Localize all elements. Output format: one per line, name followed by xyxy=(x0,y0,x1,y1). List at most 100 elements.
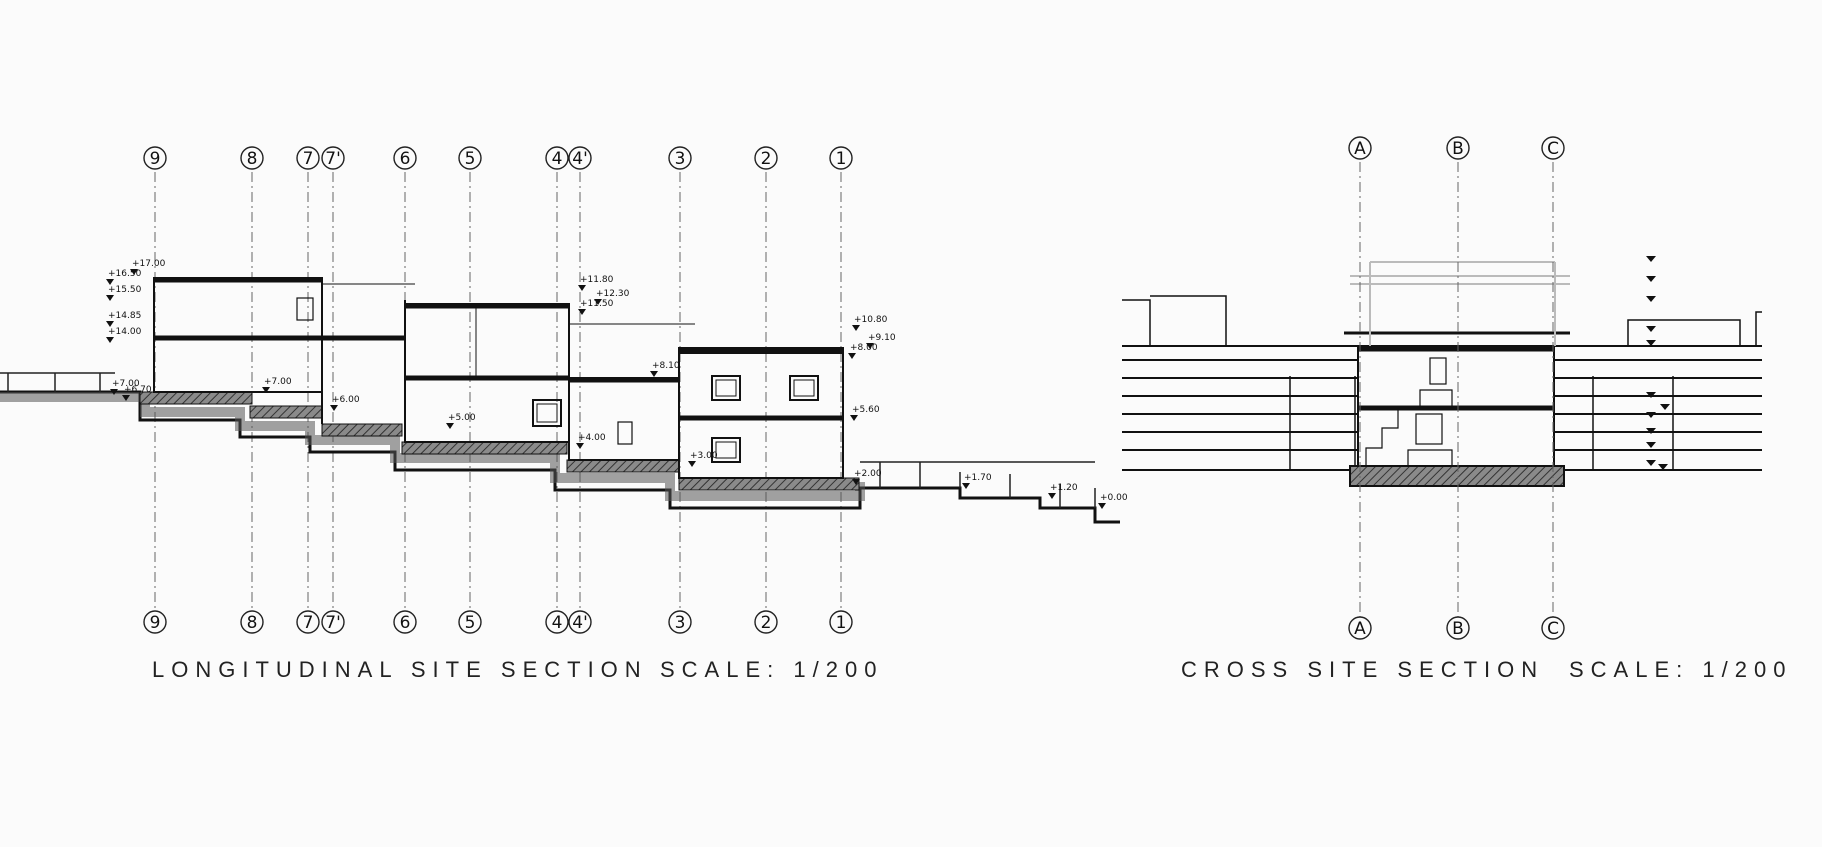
axis-bubble-bottom-label: 7 xyxy=(303,613,314,633)
axis-bubble-bottom-label: 4 xyxy=(552,613,563,633)
longitudinal-grid-axes xyxy=(154,172,842,610)
level-marker-label: +15.50 xyxy=(108,285,142,295)
level-marker-triangle xyxy=(850,415,858,421)
level-marker-label: +11.80 xyxy=(580,275,614,285)
axis-bubble-bottom: 4' xyxy=(568,610,592,634)
level-marker-label: +16.50 xyxy=(108,269,142,279)
level-marker-label: +10.80 xyxy=(854,315,888,325)
axis-bubble-bottom: 7 xyxy=(296,610,320,634)
level-marker-triangle xyxy=(110,389,118,395)
level-marker-label: +9.10 xyxy=(868,333,896,343)
longitudinal-section-title: LONGITUDINAL SITE SECTION xyxy=(152,657,648,682)
axis-bubble-top: A xyxy=(1348,136,1372,160)
level-marker-triangle xyxy=(122,395,130,401)
axis-bubble-top: 4 xyxy=(545,146,569,170)
level-marker-triangle xyxy=(330,405,338,411)
level-marker-label: +4.00 xyxy=(578,433,606,443)
axis-bubble-top: C xyxy=(1541,136,1565,160)
cross-fence-posts xyxy=(1289,376,1674,470)
axis-bubble-top-label: 6 xyxy=(400,149,411,169)
level-marker-label: +1.20 xyxy=(1050,483,1078,493)
cross-level-markers xyxy=(1646,256,1670,470)
axis-bubble-bottom: 6 xyxy=(393,610,417,634)
axis-bubble-bottom: 8 xyxy=(240,610,264,634)
longitudinal-axis-bubbles: 9 9 8 8 7 7 7' 7' 6 6 5 5 4 4 4' 4' 3 3 2 2 1 1 xyxy=(143,146,853,634)
axis-bubble-top-label: 7 xyxy=(303,149,314,169)
axis-bubble-top: 2 xyxy=(754,146,778,170)
cross-section: A A B B C C xyxy=(1122,136,1762,640)
axis-bubble-bottom-label: 8 xyxy=(247,613,258,633)
axis-bubble-top-label: 9 xyxy=(150,149,161,169)
axis-bubble-bottom-label: A xyxy=(1354,619,1366,639)
axis-bubble-bottom: 5 xyxy=(458,610,482,634)
left-fence xyxy=(0,372,1096,508)
level-marker-triangle xyxy=(848,353,856,359)
level-marker-triangle xyxy=(852,479,860,485)
axis-bubble-top-label: 5 xyxy=(465,149,476,169)
level-marker-triangle xyxy=(1098,503,1106,509)
level-marker-label: +12.30 xyxy=(596,289,630,299)
cross-ghost-roof xyxy=(1350,261,1570,346)
axis-bubble-bottom-label: C xyxy=(1547,619,1559,639)
level-marker-label: +6.70 xyxy=(124,385,152,395)
level-marker-label: +5.00 xyxy=(448,413,476,423)
axis-bubble-top-label: A xyxy=(1354,139,1366,159)
longitudinal-section-scale: SCALE: 1/200 xyxy=(660,657,884,682)
building-block-middle xyxy=(404,303,695,443)
level-marker-label: +7.00 xyxy=(264,377,292,387)
axis-bubble-bottom: 3 xyxy=(668,610,692,634)
axis-bubble-top-label: 8 xyxy=(247,149,258,169)
axis-bubble-top-label: 7' xyxy=(325,149,341,169)
level-marker-label: +3.00 xyxy=(690,451,718,461)
axis-bubble-bottom-label: 3 xyxy=(675,613,686,633)
level-marker-triangle xyxy=(130,269,138,275)
axis-bubble-bottom-label: 6 xyxy=(400,613,411,633)
level-marker-triangle xyxy=(578,309,586,315)
axis-bubble-bottom: 7' xyxy=(321,610,345,634)
level-marker-triangle xyxy=(106,321,114,327)
level-marker-triangle xyxy=(594,299,602,305)
axis-bubble-bottom: A xyxy=(1348,616,1372,640)
axis-bubble-bottom-label: B xyxy=(1452,619,1464,639)
level-marker-triangle xyxy=(650,371,658,377)
axis-bubble-bottom: 1 xyxy=(829,610,853,634)
cross-building xyxy=(1344,331,1570,471)
level-marker-triangle xyxy=(852,325,860,331)
axis-bubble-bottom-label: 5 xyxy=(465,613,476,633)
level-marker-triangle xyxy=(1048,493,1056,499)
axis-bubble-top: 9 xyxy=(143,146,167,170)
level-marker-label: +17.00 xyxy=(132,259,166,269)
axis-bubble-bottom-label: 9 xyxy=(150,613,161,633)
cross-section-title: CROSS SITE SECTION xyxy=(1181,657,1545,682)
level-marker-label: +6.00 xyxy=(332,395,360,405)
building-block-bottom xyxy=(678,347,844,479)
axis-bubble-top: B xyxy=(1446,136,1470,160)
cross-section-scale: SCALE: 1/200 xyxy=(1569,657,1793,682)
axis-bubble-top: 8 xyxy=(240,146,264,170)
level-marker-triangle xyxy=(578,285,586,291)
axis-bubble-top-label: B xyxy=(1452,139,1464,159)
longitudinal-section: +17.00+16.50 +15.50 +14.85 +14.00 +11.80 +12.… xyxy=(0,146,1128,634)
level-marker-label: +14.85 xyxy=(108,311,141,321)
building-block-lower xyxy=(568,377,680,461)
level-marker-label: +0.00 xyxy=(1100,493,1128,503)
axis-bubble-top-label: 4 xyxy=(552,149,563,169)
level-marker-label: +14.00 xyxy=(108,327,142,337)
level-marker-triangle xyxy=(106,337,114,343)
axis-bubble-top-label: 2 xyxy=(761,149,772,169)
axis-bubble-top: 6 xyxy=(393,146,417,170)
longitudinal-level-markers: +17.00+16.50 +15.50 +14.85 +14.00 +11.80 +12.… xyxy=(106,259,1128,509)
axis-bubble-bottom-label: 4' xyxy=(572,613,588,633)
axis-bubble-bottom: B xyxy=(1446,616,1470,640)
level-marker-triangle xyxy=(106,279,114,285)
cross-axis-bubbles: A A B B C C xyxy=(1348,136,1565,640)
level-marker-triangle xyxy=(866,343,874,349)
axis-bubble-top-label: C xyxy=(1547,139,1559,159)
level-marker-label: +8.10 xyxy=(652,361,680,371)
axis-bubble-bottom: 4 xyxy=(545,610,569,634)
level-marker-triangle xyxy=(962,483,970,489)
level-marker-label: +1.70 xyxy=(964,473,992,483)
axis-bubble-top: 3 xyxy=(668,146,692,170)
axis-bubble-top-label: 1 xyxy=(836,149,847,169)
